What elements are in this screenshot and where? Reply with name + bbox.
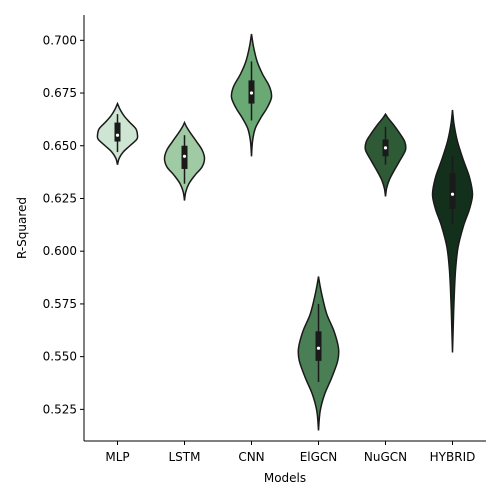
x-tick-label: NuGCN — [364, 450, 407, 464]
y-tick-label: 0.575 — [43, 297, 77, 311]
violins-layer — [96, 33, 474, 431]
iqr-box-elgcn — [315, 331, 322, 361]
violin-hybrid — [431, 109, 474, 353]
iqr-box-hybrid — [449, 173, 456, 210]
median-point-lstm — [182, 154, 187, 158]
y-tick-label: 0.600 — [43, 244, 77, 258]
y-tick-label: 0.650 — [43, 139, 77, 153]
x-axis: MLP LSTM CNN ElGCN NuGCN HYBRID — [84, 440, 486, 464]
y-axis-label: R-Squared — [15, 197, 29, 259]
median-point-elgcn — [316, 346, 321, 350]
x-tick-label: ElGCN — [300, 450, 338, 464]
median-point-cnn — [249, 91, 254, 95]
median-point-hybrid — [450, 192, 455, 196]
x-tick-label: LSTM — [169, 450, 201, 464]
x-tick-label: HYBRID — [430, 450, 476, 464]
iqr-box-mlp — [114, 122, 121, 142]
x-tick-label: CNN — [238, 450, 264, 464]
y-tick-label: 0.625 — [43, 191, 77, 205]
median-point-mlp — [115, 133, 120, 137]
boxes-layer — [114, 61, 456, 382]
y-tick-label: 0.700 — [43, 33, 77, 47]
x-tick-label: MLP — [105, 450, 129, 464]
median-point-nugcn — [383, 146, 388, 150]
y-tick-label: 0.675 — [43, 86, 77, 100]
x-axis-label: Models — [264, 471, 306, 485]
y-tick-label: 0.525 — [43, 402, 77, 416]
y-axis: 0.525 0.550 0.575 0.600 0.625 0.650 0.675 0.700 — [43, 15, 85, 441]
y-tick-label: 0.550 — [43, 350, 77, 364]
